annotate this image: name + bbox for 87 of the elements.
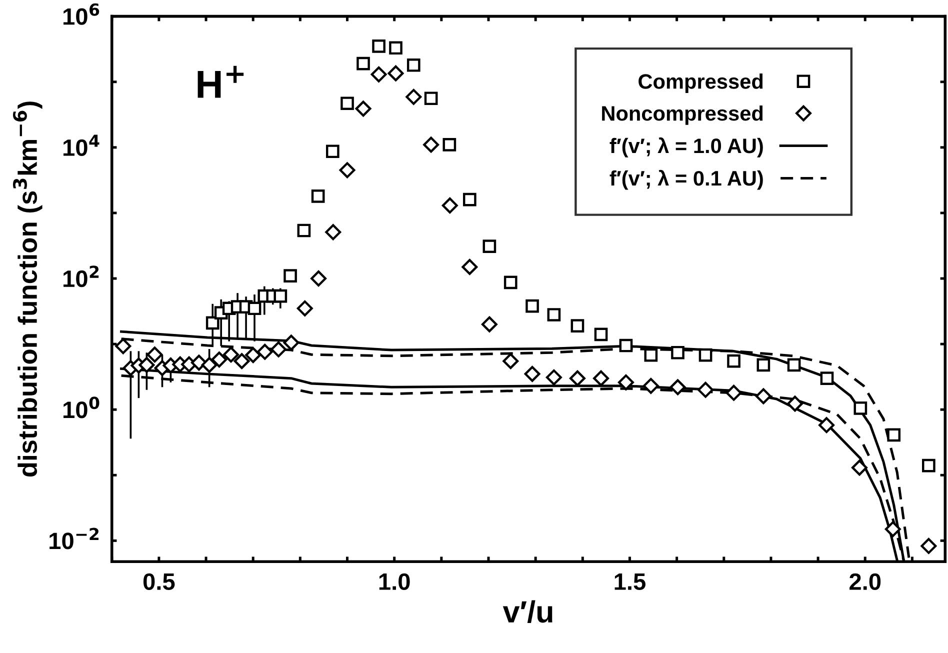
point: [593, 370, 609, 386]
point: [887, 428, 901, 442]
point: [138, 356, 155, 373]
point: [481, 316, 498, 332]
point: [248, 302, 262, 316]
point: [388, 65, 404, 82]
legend-label: Compressed: [638, 74, 763, 93]
point: [526, 299, 539, 313]
point: [423, 136, 440, 153]
point: [296, 300, 313, 316]
point: [297, 224, 311, 238]
point: [482, 240, 496, 253]
point: [786, 396, 803, 412]
point: [462, 192, 476, 206]
point: [389, 41, 402, 55]
point: [502, 353, 519, 370]
point: [355, 100, 372, 117]
point: [787, 358, 801, 372]
point: [370, 66, 387, 82]
point: [884, 521, 901, 538]
legend-label: f′(v′; λ = 0.1 AU): [610, 170, 763, 190]
point: [570, 319, 584, 332]
point: [146, 346, 163, 363]
point: [920, 538, 937, 554]
point: [256, 344, 273, 360]
point: [325, 224, 342, 240]
point: [326, 144, 340, 158]
y-tick-label: 10$^{2}$: [64, 266, 99, 288]
y-tick-label: 10$^{−2}$: [50, 528, 98, 550]
point: [406, 88, 422, 105]
y-axis-title: distribution function (s$^{3}$km$^{−6}$): [12, 102, 42, 477]
point: [726, 384, 742, 401]
legend-label: Noncompressed: [602, 105, 763, 125]
x-tick-label: 0.5: [143, 573, 175, 590]
point: [618, 374, 634, 390]
point: [222, 346, 239, 363]
point: [274, 289, 288, 303]
point: [547, 308, 561, 322]
point: [698, 348, 712, 362]
point: [594, 328, 608, 342]
point: [311, 190, 325, 203]
point: [524, 366, 540, 382]
legend-label: f′(v′; λ = 1.0 AU): [610, 137, 763, 158]
point: [115, 338, 132, 354]
point: [922, 458, 936, 472]
point: [642, 378, 659, 394]
point: [201, 356, 218, 373]
x-axis-title: v′/u: [502, 600, 552, 624]
point: [406, 58, 420, 72]
point: [820, 372, 834, 385]
point: [234, 353, 250, 370]
y-tick-label: 10$^{0}$: [64, 396, 100, 418]
point: [372, 40, 386, 53]
point: [644, 348, 658, 362]
point: [340, 96, 354, 110]
point: [755, 388, 772, 404]
point: [698, 382, 714, 398]
point: [854, 402, 868, 415]
point: [504, 276, 518, 290]
point: [569, 370, 586, 386]
x-tick-label: 1.0: [379, 573, 410, 590]
point: [284, 269, 297, 282]
point: [546, 369, 562, 386]
point: [442, 138, 456, 152]
point: [670, 379, 686, 396]
point: [424, 92, 438, 106]
point: [727, 354, 740, 368]
point: [851, 460, 868, 476]
point: [462, 258, 478, 275]
point: [756, 358, 770, 372]
y-tick-label: 10$^{4}$: [64, 134, 100, 156]
point: [356, 56, 370, 70]
x-tick-label: 1.5: [614, 574, 646, 590]
point: [211, 352, 228, 368]
point: [671, 346, 684, 360]
point: [818, 417, 835, 434]
point: [270, 341, 287, 358]
point: [283, 334, 300, 351]
point: [206, 316, 220, 330]
point: [339, 162, 356, 178]
point: [245, 347, 262, 364]
x-tick-label: 2.0: [850, 573, 881, 590]
point: [310, 270, 327, 286]
point: [619, 338, 633, 352]
annotation: H$^{+}$: [198, 66, 244, 98]
y-tick-label: 10$^{6}$: [64, 3, 100, 25]
point: [442, 198, 458, 214]
